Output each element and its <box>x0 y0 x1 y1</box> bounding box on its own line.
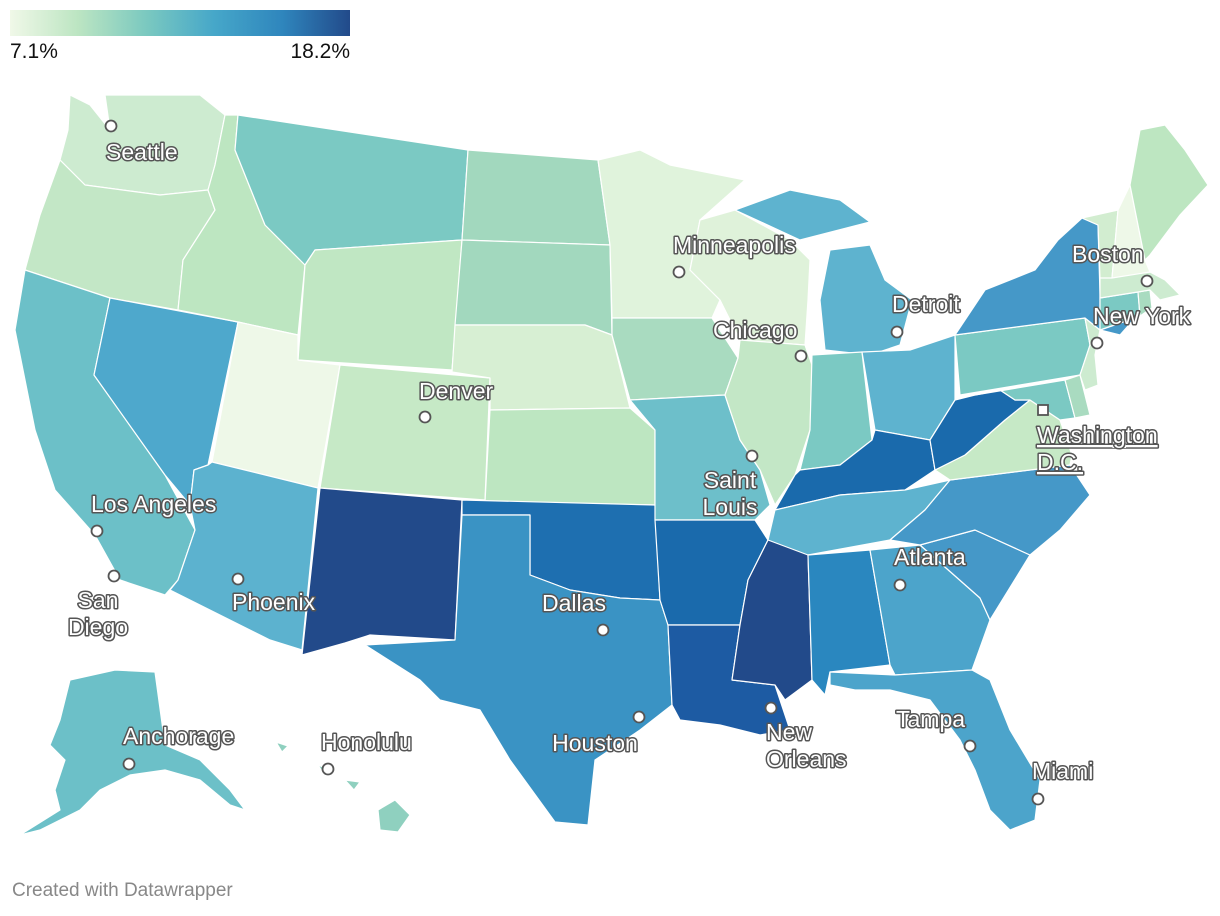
city-label-houston: Houston <box>552 730 638 756</box>
city-marker-minneapolis <box>672 265 686 279</box>
state-delaware <box>1064 374 1091 419</box>
state-new-hampshire <box>1111 184 1151 279</box>
city-marker-denver <box>418 410 432 424</box>
city-marker-washington-d-c <box>1037 404 1049 416</box>
city-label-denver: Denver <box>419 378 493 404</box>
city-marker-detroit <box>890 325 904 339</box>
city-label-los-angeles: Los Angeles <box>91 491 216 517</box>
city-label-boston: Boston <box>1072 241 1144 267</box>
state-florida <box>829 669 1041 831</box>
city-marker-houston <box>632 710 646 724</box>
city-label-saint-louis: Saint Louis <box>703 467 758 520</box>
city-label-new-york: New York <box>1093 303 1191 329</box>
city-marker-miami <box>1031 792 1045 806</box>
city-label-chicago: Chicago <box>713 317 797 343</box>
state-arizona <box>169 461 319 651</box>
city-marker-tampa <box>963 739 977 753</box>
state-north-dakota <box>461 149 611 246</box>
city-marker-chicago <box>794 349 808 363</box>
city-marker-atlanta <box>893 578 907 592</box>
state-maine <box>1129 124 1209 261</box>
city-marker-phoenix <box>231 572 245 586</box>
city-marker-los-angeles <box>90 524 104 538</box>
city-marker-new-orleans <box>764 701 778 715</box>
state-texas <box>364 514 673 826</box>
state-alaska <box>19 669 246 836</box>
city-label-dallas: Dallas <box>542 590 606 616</box>
city-label-tampa: Tampa <box>896 706 965 732</box>
city-label-new-orleans: New Orleans <box>766 719 847 772</box>
state-south-dakota <box>454 239 613 336</box>
city-marker-new-york <box>1090 336 1104 350</box>
city-label-minneapolis: Minneapolis <box>673 232 796 258</box>
legend-color-scale <box>10 10 350 36</box>
city-marker-saint-louis <box>745 449 759 463</box>
city-label-miami: Miami <box>1032 758 1093 784</box>
state-illinois <box>724 339 813 506</box>
city-marker-anchorage <box>122 757 136 771</box>
state-kansas <box>484 407 656 506</box>
city-label-honolulu: Honolulu <box>321 729 412 755</box>
city-label-atlanta: Atlanta <box>894 544 966 570</box>
state-wyoming <box>297 239 463 371</box>
city-marker-dallas <box>596 623 610 637</box>
state-hawaii <box>275 741 411 833</box>
state-new-jersey <box>1079 317 1101 391</box>
city-marker-honolulu <box>321 762 335 776</box>
city-label-phoenix: Phoenix <box>232 589 316 615</box>
state-new-mexico <box>301 487 463 656</box>
state-vermont <box>1081 209 1119 279</box>
datawrapper-credit: Created with Datawrapper <box>12 880 233 901</box>
city-label-seattle: Seattle <box>106 139 178 165</box>
city-marker-san-diego <box>107 569 121 583</box>
city-marker-seattle <box>104 119 118 133</box>
city-label-anchorage: Anchorage <box>123 723 234 749</box>
city-label-washington-d-c: Washington D.C. <box>1037 422 1158 475</box>
state-michigan <box>734 189 913 356</box>
state-massachusetts <box>1099 271 1181 301</box>
city-label-detroit: Detroit <box>892 291 960 317</box>
city-label-san-diego: San Diego <box>68 587 128 640</box>
legend-max-label: 18.2% <box>290 40 350 63</box>
legend-min-label: 7.1% <box>10 40 58 63</box>
state-wisconsin <box>689 209 811 346</box>
city-marker-boston <box>1140 274 1154 288</box>
